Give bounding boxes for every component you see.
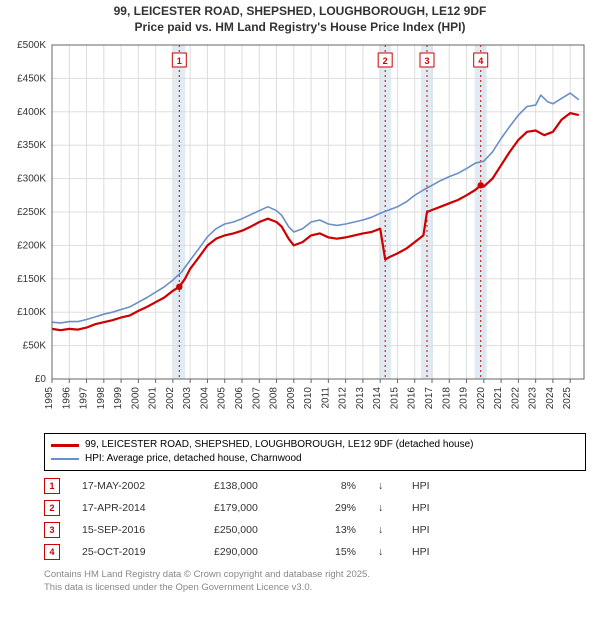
chart-title-line2: Price paid vs. HM Land Registry's House …	[0, 20, 600, 38]
svg-text:2005: 2005	[217, 387, 228, 410]
marker-badge: 2	[44, 500, 60, 516]
marker-pct: 8%	[316, 480, 356, 492]
marker-pct: 29%	[316, 502, 356, 514]
svg-text:£450K: £450K	[17, 74, 46, 85]
svg-text:2001: 2001	[148, 387, 159, 410]
legend-label: HPI: Average price, detached house, Char…	[85, 452, 302, 466]
marker-row: 3 15-SEP-2016 £250,000 13% ↓ HPI	[44, 519, 586, 541]
svg-text:1996: 1996	[61, 387, 72, 410]
footer-line2: This data is licensed under the Open Gov…	[44, 582, 586, 594]
legend-label: 99, LEICESTER ROAD, SHEPSHED, LOUGHBOROU…	[85, 438, 473, 452]
svg-text:1998: 1998	[96, 387, 107, 410]
svg-text:1999: 1999	[113, 387, 124, 410]
marker-pct: 15%	[316, 546, 356, 558]
svg-text:2002: 2002	[165, 387, 176, 410]
svg-text:2: 2	[383, 56, 388, 66]
svg-text:2021: 2021	[493, 387, 504, 410]
svg-text:2011: 2011	[320, 387, 331, 409]
svg-text:£100K: £100K	[17, 307, 46, 318]
svg-text:1997: 1997	[79, 387, 90, 410]
svg-text:2017: 2017	[424, 387, 435, 410]
marker-table: 1 17-MAY-2002 £138,000 8% ↓ HPI 2 17-APR-2014 £1…	[44, 475, 586, 563]
svg-text:£0: £0	[35, 374, 47, 385]
svg-text:2022: 2022	[510, 387, 521, 410]
chart-title-line1: 99, LEICESTER ROAD, SHEPSHED, LOUGHBOROU…	[0, 0, 600, 20]
marker-badge: 3	[44, 522, 60, 538]
legend-row: HPI: Average price, detached house, Char…	[51, 452, 579, 466]
legend-swatch	[51, 458, 79, 460]
svg-text:2025: 2025	[562, 387, 573, 410]
svg-text:2008: 2008	[269, 387, 280, 410]
marker-row: 1 17-MAY-2002 £138,000 8% ↓ HPI	[44, 475, 586, 497]
down-arrow-icon: ↓	[378, 502, 390, 514]
marker-badge: 1	[44, 478, 60, 494]
svg-text:2016: 2016	[407, 387, 418, 410]
marker-hpi-label: HPI	[412, 524, 430, 536]
svg-text:2009: 2009	[286, 387, 297, 410]
svg-text:2003: 2003	[182, 387, 193, 410]
marker-date: 25-OCT-2019	[82, 546, 192, 558]
svg-text:2014: 2014	[372, 387, 383, 410]
marker-hpi-label: HPI	[412, 480, 430, 492]
marker-hpi-label: HPI	[412, 502, 430, 514]
svg-text:2006: 2006	[234, 387, 245, 410]
marker-row: 4 25-OCT-2019 £290,000 15% ↓ HPI	[44, 541, 586, 563]
down-arrow-icon: ↓	[378, 480, 390, 492]
svg-text:2019: 2019	[459, 387, 470, 410]
marker-hpi-label: HPI	[412, 546, 430, 558]
marker-price: £138,000	[214, 480, 294, 492]
marker-price: £179,000	[214, 502, 294, 514]
svg-text:3: 3	[424, 56, 429, 66]
svg-text:2000: 2000	[130, 387, 141, 410]
svg-text:1995: 1995	[44, 387, 55, 410]
svg-text:1: 1	[177, 56, 182, 66]
chart-container: 99, LEICESTER ROAD, SHEPSHED, LOUGHBOROU…	[0, 0, 600, 620]
footer-line1: Contains HM Land Registry data © Crown c…	[44, 569, 586, 581]
marker-badge: 4	[44, 544, 60, 560]
svg-text:2013: 2013	[355, 387, 366, 410]
svg-text:4: 4	[478, 56, 483, 66]
svg-text:£150K: £150K	[17, 274, 46, 285]
marker-price: £290,000	[214, 546, 294, 558]
svg-text:£500K: £500K	[17, 40, 46, 51]
down-arrow-icon: ↓	[378, 524, 390, 536]
svg-text:£200K: £200K	[17, 241, 46, 252]
legend: 99, LEICESTER ROAD, SHEPSHED, LOUGHBOROU…	[44, 433, 586, 471]
svg-text:£50K: £50K	[23, 341, 47, 352]
svg-text:£300K: £300K	[17, 174, 46, 185]
legend-swatch	[51, 444, 79, 447]
svg-text:2018: 2018	[441, 387, 452, 410]
footer-attribution: Contains HM Land Registry data © Crown c…	[44, 569, 586, 594]
svg-text:2020: 2020	[476, 387, 487, 410]
marker-date: 17-APR-2014	[82, 502, 192, 514]
svg-text:2015: 2015	[389, 387, 400, 410]
marker-price: £250,000	[214, 524, 294, 536]
down-arrow-icon: ↓	[378, 546, 390, 558]
svg-text:£350K: £350K	[17, 140, 46, 151]
marker-row: 2 17-APR-2014 £179,000 29% ↓ HPI	[44, 497, 586, 519]
marker-date: 17-MAY-2002	[82, 480, 192, 492]
svg-text:2010: 2010	[303, 387, 314, 410]
svg-text:2023: 2023	[528, 387, 539, 410]
svg-text:£250K: £250K	[17, 207, 46, 218]
price-chart-svg: £0 £50K £100K £150K £200K £250K £300K £350K £400…	[8, 37, 592, 427]
svg-text:2024: 2024	[545, 387, 556, 410]
legend-row: 99, LEICESTER ROAD, SHEPSHED, LOUGHBOROU…	[51, 438, 579, 452]
svg-text:£400K: £400K	[17, 107, 46, 118]
svg-text:2007: 2007	[251, 387, 262, 410]
svg-text:2012: 2012	[338, 387, 349, 410]
marker-date: 15-SEP-2016	[82, 524, 192, 536]
svg-text:2004: 2004	[199, 387, 210, 410]
chart-area: £0 £50K £100K £150K £200K £250K £300K £350K £400…	[8, 37, 592, 427]
marker-pct: 13%	[316, 524, 356, 536]
